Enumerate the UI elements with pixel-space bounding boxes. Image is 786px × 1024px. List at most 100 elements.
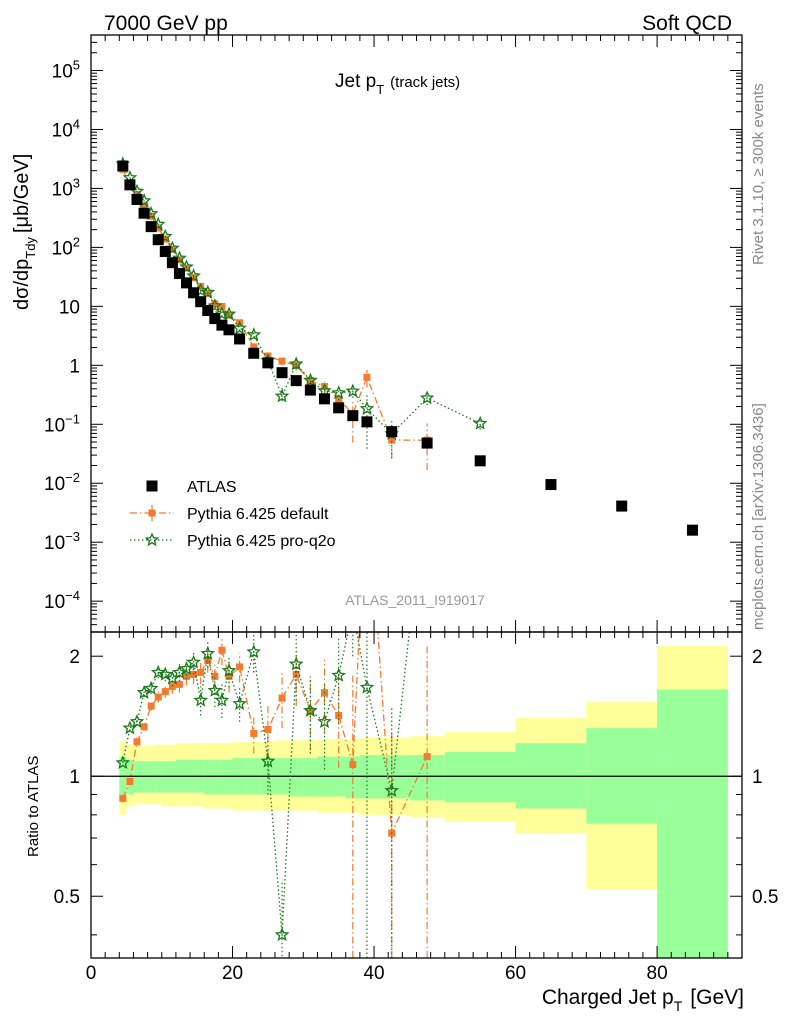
- pythia-proq2o-point: [419, 390, 435, 405]
- chart-title: Jet pT (track jets): [335, 71, 460, 97]
- atlas-point: [216, 319, 228, 331]
- pythia-default-ratio-point: [126, 777, 134, 785]
- x-axis-label: Charged Jet pT [GeV]: [542, 986, 744, 1014]
- pythia-default-point: [225, 311, 233, 319]
- pythia-default-point: [175, 256, 183, 264]
- pythia-proq2o-point: [246, 327, 262, 342]
- ratio-tick-label-left: 1: [69, 767, 80, 788]
- ratio-panel: [91, 471, 742, 958]
- pythia-proq2o-ratio-point: [384, 783, 400, 797]
- pythia-proq2o-ratio-point: [317, 714, 332, 728]
- pythia-proq2o-ratio-point: [207, 682, 223, 697]
- x-tick-label: 60: [505, 963, 526, 984]
- pythia-default-ratio-point: [154, 693, 162, 701]
- atlas-point: [361, 416, 373, 428]
- uncertainty-band-green: [133, 761, 141, 793]
- pythia-default-ratio-point: [363, 471, 370, 478]
- y-axis-label: dσ/dpTdy[μb/GeV]: [11, 154, 38, 310]
- pythia-proq2o-point: [232, 320, 247, 335]
- pythia-proq2o-ratio-point: [274, 927, 290, 942]
- pythia-proq2o-ratio-point: [359, 679, 375, 694]
- pythia-proq2o-point: [200, 284, 216, 299]
- legend-atlas-marker: [146, 480, 158, 492]
- pythia-default-ratio-point: [183, 672, 191, 680]
- y-tick-label: 10: [59, 297, 80, 318]
- pythia-default-point: [154, 224, 162, 232]
- pythia-proq2o-ratio-point: [193, 692, 209, 707]
- pythia-proq2o-point: [303, 372, 318, 387]
- atlas-point: [209, 313, 221, 325]
- pythia-default-ratio-point: [349, 761, 357, 769]
- uncertainty-band-green: [126, 759, 134, 795]
- pythia-default-ratio-point: [147, 702, 155, 710]
- y-tick-label: 102: [52, 234, 80, 259]
- uncertainty-band-green: [204, 759, 219, 795]
- pythia-default-ratio-point: [204, 657, 212, 665]
- uncertainty-band-green: [147, 761, 155, 793]
- pythia-default-point: [197, 282, 205, 290]
- pythia-proq2o-ratio-point: [331, 667, 347, 682]
- pythia-proq2o-ratio-point: [200, 645, 216, 660]
- y-tick-label: 105: [52, 57, 80, 82]
- uncertainty-band-green: [119, 756, 127, 799]
- x-tick-label: 20: [222, 963, 243, 984]
- atlas-point: [319, 393, 331, 405]
- uncertainty-band-green: [289, 758, 304, 797]
- legend: ATLAS Pythia 6.425 default Pythia 6.425 pr…: [130, 479, 336, 550]
- atlas-point: [421, 437, 433, 449]
- atlas-point: [333, 402, 345, 414]
- pythia-proq2o-ratio-point: [303, 702, 318, 717]
- pythia-default-ratio-line: [122, 632, 428, 834]
- atlas-point: [686, 524, 698, 536]
- x-tick-label: 0: [86, 963, 97, 984]
- ratio-tick-label-left: 0.5: [54, 887, 80, 908]
- ratio-tick-label-right: 1: [752, 767, 763, 788]
- y-tick-label: 10−4: [44, 588, 80, 613]
- pythia-proq2o-ratio-point: [288, 656, 304, 671]
- y-tick-label: 10−3: [44, 529, 80, 554]
- atlas-point: [138, 207, 150, 219]
- pythia-default-ratio-point: [140, 723, 148, 731]
- pythia-proq2o-point: [186, 268, 201, 283]
- main-panel: [115, 156, 698, 536]
- pythia-proq2o-ratio-point: [214, 692, 230, 707]
- atlas-point: [181, 277, 193, 289]
- pythia-proq2o-point: [179, 259, 194, 274]
- mcplots-label: mcplots.cern.ch [arXiv:1306.3436]: [750, 403, 767, 630]
- pythia-default-ratio-point: [197, 669, 205, 677]
- legend-label: Pythia 6.425 default: [187, 506, 329, 523]
- pythia-default-ratio-point: [119, 794, 127, 802]
- pythia-default-point: [306, 376, 314, 384]
- uncertainty-band-green: [657, 689, 728, 958]
- atlas-point: [166, 257, 178, 269]
- pythia-default-ratio-point: [264, 725, 272, 733]
- atlas-point: [347, 410, 359, 422]
- pythia-proq2o-ratio-point: [186, 654, 201, 669]
- atlas-point: [173, 268, 185, 280]
- atlas-point: [202, 305, 214, 317]
- atlas-point: [131, 193, 143, 205]
- atlas-point: [159, 246, 171, 258]
- pythia-default-point: [292, 362, 300, 370]
- uncertainty-band-green: [444, 752, 516, 803]
- atlas-point: [234, 333, 246, 345]
- atlas-point: [474, 455, 486, 467]
- header-right: Soft QCD: [642, 12, 732, 35]
- atlas-point: [152, 234, 164, 246]
- pythia-proq2o-point: [207, 298, 223, 313]
- pythia-default-ratio-point: [236, 663, 244, 671]
- pythia-proq2o-point: [472, 415, 488, 430]
- y-tick-label: 10−2: [44, 470, 80, 495]
- pythia-proq2o-ratio-point: [260, 753, 276, 768]
- pythia-default-ratio-point: [225, 672, 233, 680]
- uncertainty-band-green: [218, 759, 233, 795]
- pythia-default-point: [363, 373, 371, 381]
- pythia-proq2o-ratio-point: [143, 680, 159, 695]
- uncertainty-band-green: [140, 761, 148, 793]
- ratio-tick-label-right: 0.5: [752, 887, 778, 908]
- atlas-point: [616, 500, 628, 512]
- rivet-label: Rivet 3.1.10, ≥ 300k events: [750, 83, 767, 265]
- analysis-watermark: ATLAS_2011_I919017: [345, 592, 485, 608]
- pythia-proq2o-ratio-point: [157, 666, 173, 681]
